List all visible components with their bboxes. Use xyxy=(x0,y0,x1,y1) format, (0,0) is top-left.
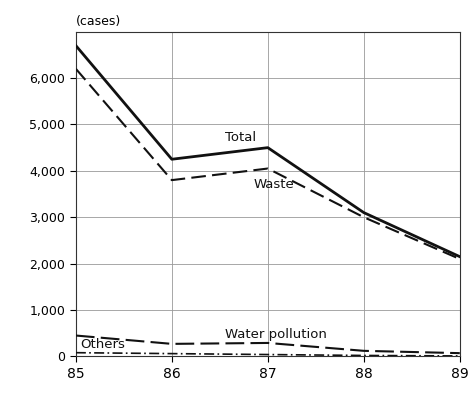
Text: Total: Total xyxy=(225,131,256,144)
Text: (cases): (cases) xyxy=(76,15,121,29)
Text: Others: Others xyxy=(81,338,126,351)
Text: Waste: Waste xyxy=(254,179,294,192)
Text: Water pollution: Water pollution xyxy=(225,328,327,341)
